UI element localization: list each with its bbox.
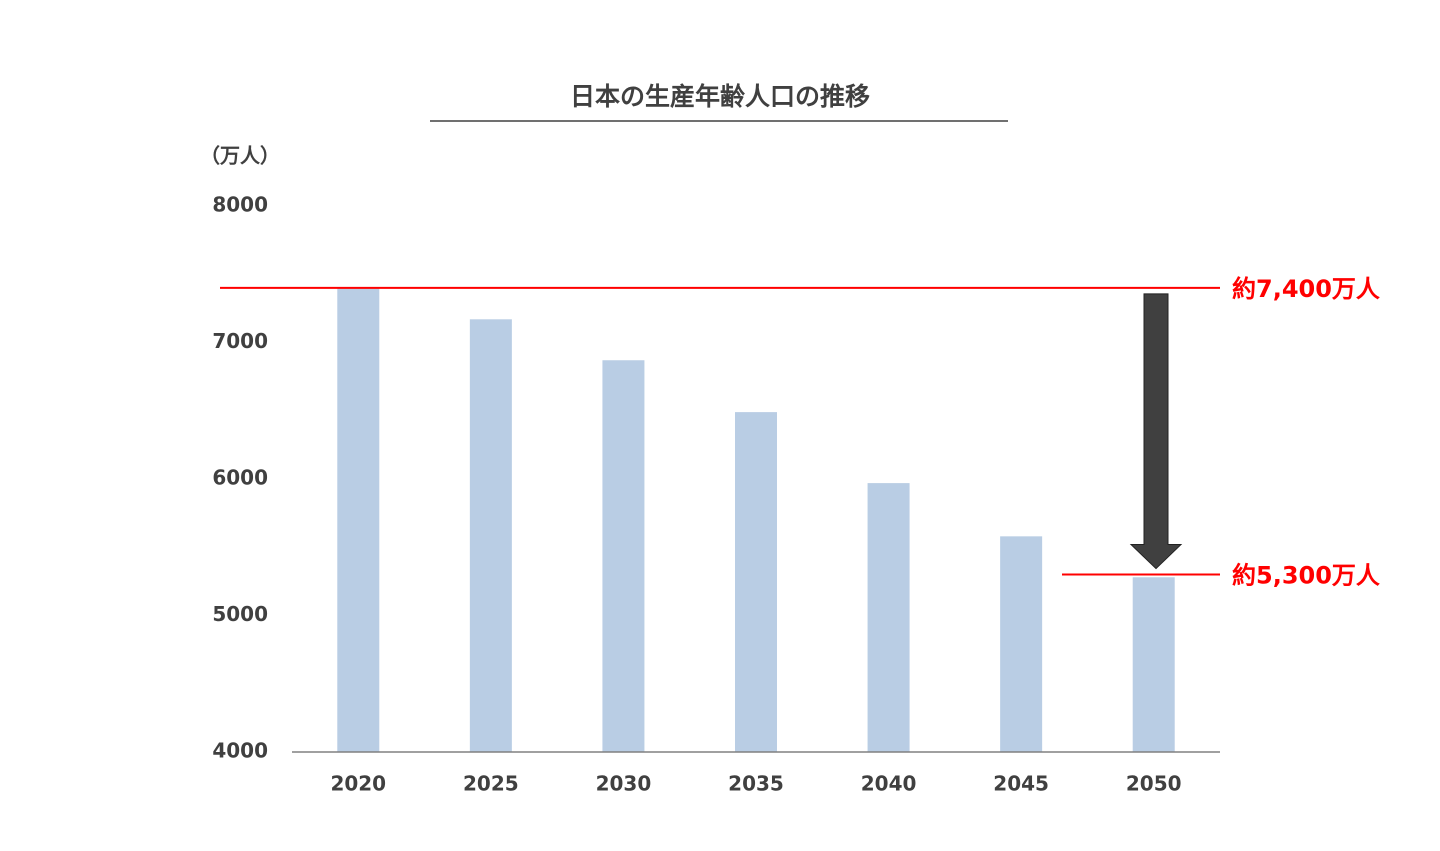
bar — [1132, 577, 1175, 752]
x-tick-label: 2025 — [463, 772, 519, 796]
y-tick-label: 4000 — [212, 739, 268, 763]
y-tick-label: 8000 — [212, 193, 268, 217]
bar — [337, 287, 380, 752]
annotation-label: 約7,400万人 — [1232, 275, 1380, 303]
x-tick-label: 2030 — [596, 772, 652, 796]
x-tick-label: 2045 — [993, 772, 1049, 796]
y-tick-label: 7000 — [212, 329, 268, 353]
x-tick-label: 2035 — [728, 772, 784, 796]
y-tick-label: 5000 — [212, 602, 268, 626]
x-tick-label: 2020 — [330, 772, 386, 796]
bar — [1000, 536, 1043, 752]
x-tick-label: 2050 — [1126, 772, 1182, 796]
arrow — [1129, 293, 1183, 570]
chart-title: 日本の生産年齢人口の推移 — [570, 82, 870, 111]
y-tick-label: 6000 — [212, 466, 268, 490]
bar — [469, 319, 512, 752]
y-axis-label: （万人） — [200, 144, 280, 168]
bar — [867, 483, 910, 752]
bar — [735, 412, 777, 752]
bar — [602, 360, 645, 752]
x-tick-label: 2040 — [861, 772, 917, 796]
annotation-label: 約5,300万人 — [1232, 562, 1380, 590]
